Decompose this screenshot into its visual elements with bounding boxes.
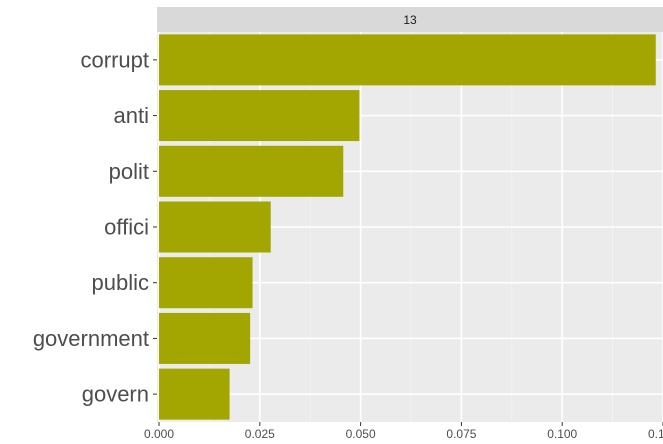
y-tick-label: corrupt [81, 47, 149, 72]
y-tick-label: public [92, 270, 149, 295]
bar-corrupt [159, 34, 656, 86]
x-tick-label: 0.100 [547, 427, 577, 441]
x-tick-label: 0.025 [245, 427, 275, 441]
x-axis: 0.000 0.025 0.050 0.075 0.100 0.125 [144, 422, 663, 441]
facet-strip [157, 7, 663, 32]
y-tick-label: offici [104, 215, 149, 240]
bars [159, 34, 656, 420]
y-tick-label: govern [82, 382, 149, 407]
x-tick-label: 0.125 [648, 427, 663, 441]
bar-government [159, 312, 251, 364]
bar-polit [159, 145, 344, 197]
y-tick-label: polit [109, 159, 149, 184]
bar-govern [159, 368, 230, 420]
bar-anti [159, 90, 360, 142]
y-axis: corrupt anti polit offici public government go… [33, 47, 157, 407]
x-tick-label: 0.050 [346, 427, 376, 441]
x-tick-label: 0.000 [144, 427, 174, 441]
bar-offici [159, 201, 271, 253]
x-tick-label: 0.075 [446, 427, 476, 441]
y-tick-label: anti [114, 103, 149, 128]
bar-public [159, 257, 253, 309]
y-tick-label: government [33, 326, 149, 351]
facet-strip-label: 13 [403, 13, 417, 27]
